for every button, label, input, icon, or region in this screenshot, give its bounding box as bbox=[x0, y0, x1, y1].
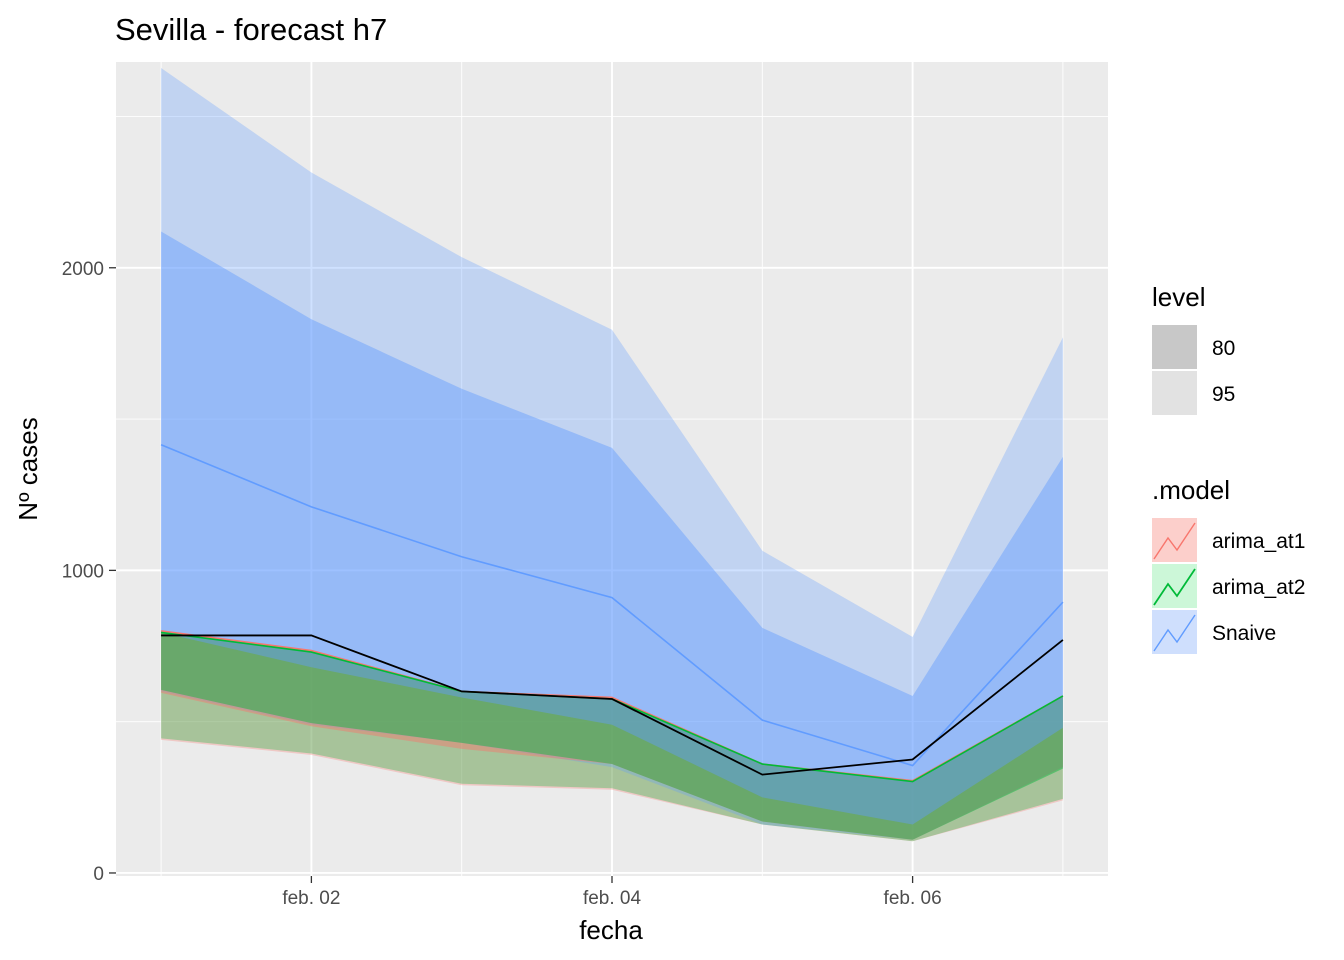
legend-level-80-key bbox=[1152, 325, 1197, 369]
x-axis-title: fecha bbox=[579, 915, 643, 945]
actual-line bbox=[161, 634, 1064, 776]
x-axis: feb. 02 feb. 04 feb. 06 bbox=[282, 876, 942, 909]
arima-at2-band-80 bbox=[161, 632, 1063, 840]
snaive-band-80 bbox=[161, 231, 1063, 825]
y-tick-label: 0 bbox=[93, 864, 104, 885]
legend-level-80-label: 80 bbox=[1212, 337, 1235, 360]
legend-arima-at1-key bbox=[1152, 518, 1197, 562]
legend-level-95-key bbox=[1152, 371, 1197, 415]
arima-at1-band-95 bbox=[161, 630, 1063, 842]
legend-snaive-key bbox=[1152, 610, 1197, 654]
snaive-mean-line bbox=[160, 444, 1064, 767]
legend-model: .model arima_at1 arima_at2 Snaive bbox=[1152, 475, 1305, 654]
legend-level-title: level bbox=[1152, 282, 1205, 312]
legend-arima-at1-label: arima_at1 bbox=[1212, 530, 1305, 553]
prediction-intervals-95 bbox=[161, 68, 1063, 842]
major-gridlines bbox=[116, 62, 1108, 876]
arima-at1-band-80 bbox=[161, 630, 1063, 840]
legend-snaive-label: Snaive bbox=[1212, 622, 1276, 645]
legend-level-95-label: 95 bbox=[1212, 383, 1235, 406]
y-tick-label: 1000 bbox=[62, 561, 104, 582]
x-tick-label: feb. 04 bbox=[583, 888, 642, 909]
x-tick-label: feb. 06 bbox=[884, 888, 942, 909]
legend-arima-at2-label: arima_at2 bbox=[1212, 576, 1305, 599]
x-tick-label: feb. 02 bbox=[282, 888, 340, 909]
prediction-intervals-80 bbox=[161, 231, 1063, 840]
legend-level: level 80 95 bbox=[1152, 282, 1235, 415]
legend-model-title: .model bbox=[1152, 475, 1230, 505]
arima-at2-band-95 bbox=[161, 632, 1063, 842]
y-tick-label: 2000 bbox=[62, 259, 104, 280]
forecast-lines bbox=[160, 444, 1064, 783]
chart-title: Sevilla - forecast h7 bbox=[115, 12, 387, 47]
legend-arima-at2-key bbox=[1152, 564, 1197, 608]
y-axis: 0 1000 2000 bbox=[62, 259, 116, 885]
snaive-band-95 bbox=[161, 68, 1063, 840]
y-axis-title: Nº cases bbox=[13, 417, 43, 520]
